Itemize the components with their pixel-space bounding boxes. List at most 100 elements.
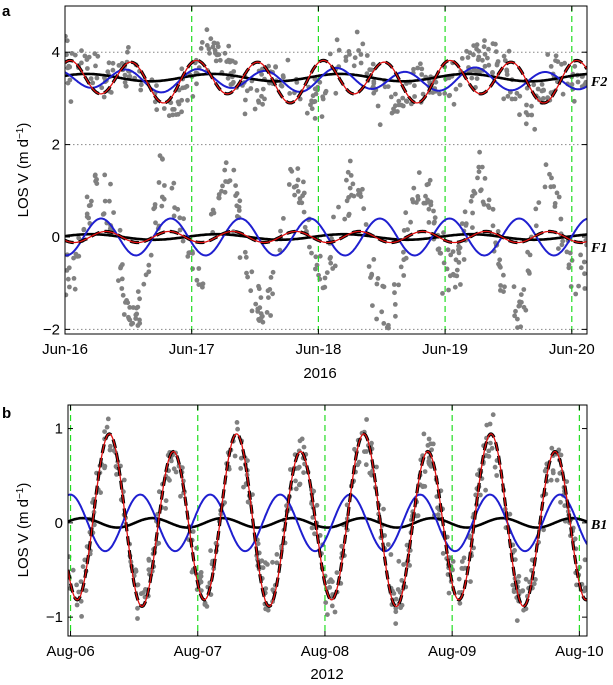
panel-b-point-B1-367 — [430, 441, 436, 447]
panel-a-point-F1-255 — [486, 205, 492, 211]
panel-a-letter: a — [2, 3, 11, 20]
panel-a-xtick-label-0: Jun-16 — [42, 341, 88, 358]
panel-a-point-F1-359 — [401, 273, 407, 278]
panel-a-point-F2-314 — [343, 58, 349, 63]
panel-a-point-F1-33 — [347, 158, 353, 164]
panel-b-point-B1-362 — [274, 552, 280, 557]
panel-a-point-F1-381 — [249, 269, 255, 275]
panel-a-point-F2-96 — [467, 50, 473, 56]
panel-a-point-F1-296 — [253, 301, 259, 307]
panel-a-point-F1-351 — [234, 191, 240, 196]
panel-a-point-F1-389 — [322, 284, 328, 290]
panel-a-point-F1-203 — [76, 235, 82, 241]
panel-a-point-F1-346 — [101, 211, 107, 217]
panel-b-ylabel-sup: −1 — [15, 487, 26, 499]
panel-a-point-F1-325 — [172, 205, 178, 211]
panel-a-point-F2-178 — [393, 91, 398, 97]
panel-a-point-F2-298 — [529, 112, 535, 118]
panel-a-point-F1-321 — [348, 173, 354, 178]
panel-a-point-F1-21 — [194, 277, 200, 283]
panel-a-point-F1-81 — [452, 284, 458, 290]
panel-a-point-F1-347 — [558, 216, 564, 222]
panel-a-point-F2-98 — [185, 97, 190, 103]
panel-b-point-B1-66 — [422, 469, 428, 474]
panel-b-point-B1-488 — [98, 490, 103, 495]
panel-b-point-B1-340 — [146, 558, 152, 563]
panel-b-point-B1-174 — [241, 484, 246, 490]
panel-a-point-F1-178 — [268, 275, 274, 280]
panel-a-point-F1-63 — [393, 313, 398, 319]
panel-a-point-F2-130 — [225, 75, 231, 81]
panel-a-point-F2-156 — [427, 79, 432, 85]
panel-b-point-B1-289 — [80, 564, 86, 569]
panel-b-point-B1-448 — [422, 484, 428, 489]
panel-a-point-F2-376 — [415, 65, 421, 71]
panel-a-point-F2-152 — [531, 82, 537, 88]
panel-b-point-B1-496 — [173, 469, 179, 475]
panel-a-point-F2-232 — [419, 72, 425, 77]
panel-a-point-F1-215 — [216, 192, 222, 197]
panel-a-point-F1-131 — [256, 317, 261, 322]
panel-a-point-F1-234 — [498, 288, 503, 293]
panel-b-point-B1-311 — [512, 557, 518, 562]
panel-a-point-F2-141 — [312, 116, 318, 121]
panel-b-curve-B1-model-red — [68, 433, 587, 608]
panel-a-point-F1-336 — [513, 308, 518, 314]
panel-a-point-F2-374 — [356, 48, 361, 53]
panel-a-curve-F2-annual — [65, 72, 587, 83]
panel-a-point-F1-264 — [129, 321, 134, 327]
panel-a-point-F2-62 — [442, 91, 448, 96]
panel-a-point-F1-299 — [517, 299, 522, 305]
panel-a-point-F1-327 — [463, 223, 469, 228]
panel-a-point-F1-271 — [313, 266, 318, 272]
panel-b-point-B1-465 — [326, 579, 332, 585]
panel-a-point-F1-298 — [445, 247, 451, 253]
panel-a-point-F2-132 — [532, 126, 538, 132]
panel-a-point-F1-400 — [66, 265, 72, 271]
panel-a-point-F1-140 — [366, 264, 372, 269]
panel-b-point-B1-285 — [297, 481, 303, 487]
panel-a-point-F1-281 — [349, 192, 354, 198]
panel-b-point-B1-380 — [523, 576, 529, 582]
panel-a-point-F2-227 — [175, 111, 181, 117]
panel-b-point-B1-243 — [83, 588, 89, 593]
panel-a-point-F2-244 — [523, 121, 529, 127]
panel-b-point-B1-425 — [558, 499, 563, 505]
panel-a-point-F1-132 — [133, 316, 139, 321]
panel-a-point-F2-113 — [273, 64, 278, 70]
panel-a-point-F1-118 — [403, 255, 409, 261]
panel-a-point-F2-235 — [182, 85, 188, 90]
panel-a-point-F2-281 — [233, 60, 238, 65]
panel-a-point-F1-210 — [223, 160, 229, 166]
panel-b-point-B1-303 — [310, 515, 316, 520]
panel-a-xtick-label-4: Jun-20 — [549, 341, 595, 358]
panel-a-point-F1-217 — [220, 183, 225, 189]
panel-a-point-F2-259 — [125, 45, 131, 50]
panel-b-plot-inner — [68, 405, 587, 636]
panel-a-point-F1-127 — [231, 167, 237, 173]
panel-a-point-F2-233 — [68, 99, 74, 104]
panel-a-point-F1-99 — [328, 260, 334, 266]
panel-a-point-F2-325 — [377, 122, 383, 128]
panel-a-point-F1-24 — [222, 189, 228, 195]
panel-a-point-F1-303 — [76, 253, 82, 259]
panel-a-point-F2-352 — [371, 79, 377, 84]
panel-a-point-F1-333 — [67, 284, 72, 290]
panel-a-point-F2-103 — [198, 46, 204, 51]
panel-a-point-F1-363 — [521, 304, 527, 310]
panel-a-point-F1-274 — [65, 292, 69, 298]
panel-a-point-F2-285 — [72, 52, 78, 58]
panel-a-point-F2-377 — [207, 50, 212, 56]
panel-a-point-F1-335 — [256, 286, 262, 292]
panel-a-point-F1-80 — [496, 261, 501, 267]
panel-b-chart: b Aug-06 Aug-07 Aug-08 Aug-09 Aug-10 −1 0 1 B1 2… — [2, 404, 607, 683]
panel-b-point-B1-500 — [425, 443, 431, 448]
panel-a-point-F2-163 — [259, 72, 264, 77]
panel-a-point-F2-116 — [260, 86, 266, 92]
panel-a-point-F1-219 — [438, 250, 444, 256]
panel-b-point-B1-402 — [356, 459, 362, 465]
panel-a-point-F2-292 — [123, 83, 129, 89]
panel-a-point-F1-232 — [137, 296, 143, 302]
panel-a-point-F1-345 — [257, 305, 263, 311]
panel-a-point-F1-122 — [559, 242, 565, 248]
